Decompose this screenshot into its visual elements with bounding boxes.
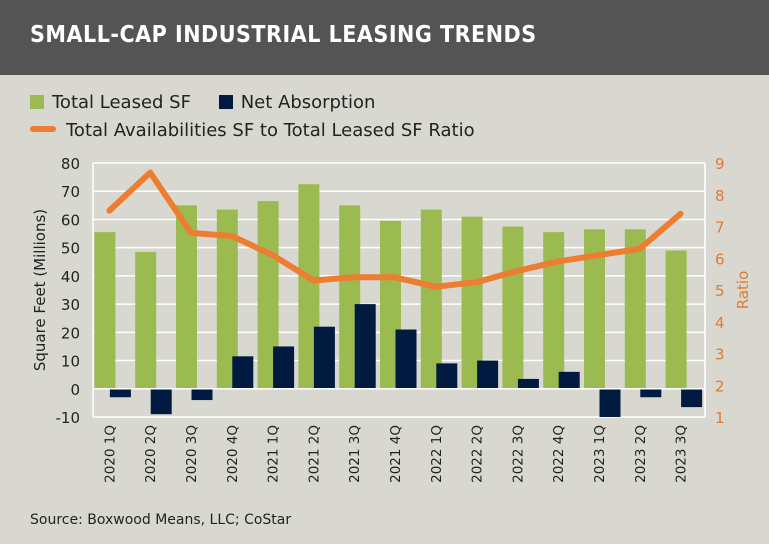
y-tick-label: 0 <box>70 381 80 399</box>
bar-net-absorption <box>558 371 580 389</box>
x-tick-label: 2023 3Q <box>674 425 690 483</box>
title-bar: SMALL-CAP INDUSTRIAL LEASING TRENDS <box>0 0 769 75</box>
y2-tick-label: 6 <box>715 250 725 268</box>
bar-total-leased <box>543 232 565 389</box>
y2-axis-label: Ratio <box>734 271 752 310</box>
y2-tick-label: 9 <box>715 155 725 173</box>
x-tick-label: 2020 1Q <box>102 425 118 483</box>
y-tick-label: 70 <box>61 183 80 201</box>
bar-net-absorption <box>232 356 254 389</box>
source-note: Source: Boxwood Means, LLC; CoStar <box>30 512 292 528</box>
x-tick-label: 2021 4Q <box>388 425 404 483</box>
bar-net-absorption <box>640 388 662 398</box>
bar-total-leased <box>461 216 483 389</box>
legend-swatch-leased <box>30 95 44 109</box>
bar-net-absorption <box>517 378 539 389</box>
bar-total-leased <box>584 229 605 389</box>
x-tick-label: 2022 4Q <box>551 425 567 483</box>
x-tick-label: 2023 2Q <box>633 425 649 483</box>
bar-net-absorption <box>354 304 376 389</box>
x-tick-label: 2020 2Q <box>143 425 159 483</box>
line-ratio <box>106 169 684 290</box>
y-tick-label: -10 <box>56 409 81 427</box>
y2-tick-label: 4 <box>715 314 725 332</box>
legend-absorption: Net Absorption <box>240 92 376 113</box>
bar-net-absorption <box>395 329 417 389</box>
y2-tick-label: 3 <box>715 346 725 364</box>
x-tick-label: 2023 1Q <box>592 425 608 483</box>
bar-total-leased <box>216 209 238 389</box>
y-tick-label: 60 <box>61 211 80 229</box>
bar-net-absorption <box>313 326 335 389</box>
legend-swatch-absorption <box>218 95 233 109</box>
bar-net-absorption <box>436 363 458 389</box>
y-tick-label: 10 <box>61 353 80 371</box>
bar-total-leased <box>135 251 157 389</box>
y2-tick-label: 8 <box>715 187 725 205</box>
x-tick-label: 2022 1Q <box>429 425 445 483</box>
bar-total-leased <box>176 205 197 389</box>
y-tick-label: 40 <box>61 268 80 286</box>
bar-total-leased <box>420 209 442 389</box>
x-tick-label: 2020 3Q <box>184 425 200 483</box>
bar-net-absorption <box>273 346 295 389</box>
chart-title: SMALL-CAP INDUSTRIAL LEASING TRENDS <box>30 22 537 48</box>
x-tick-label: 2021 3Q <box>347 425 363 483</box>
y-axis-label: Square Feet (Millions) <box>31 209 49 371</box>
bar-total-leased <box>665 250 687 389</box>
legend-row-1: Total Leased SF Net Absorption <box>30 92 375 113</box>
y-tick-label: 50 <box>61 240 80 258</box>
legend-leased: Total Leased SF <box>52 92 191 113</box>
bar-net-absorption <box>681 388 703 408</box>
y2-tick-label: 5 <box>715 282 725 300</box>
y-tick-label: 30 <box>61 296 80 314</box>
bar-total-leased <box>624 229 646 389</box>
bar-total-leased <box>94 232 116 389</box>
legend-row-2: Total Availabilities SF to Total Leased … <box>30 120 475 141</box>
y-tick-label: 80 <box>61 155 80 173</box>
bar-net-absorption <box>150 388 172 415</box>
bar-net-absorption <box>191 388 213 401</box>
x-tick-label: 2020 4Q <box>225 425 241 483</box>
bar-net-absorption <box>477 360 499 389</box>
x-tick-label: 2022 2Q <box>470 425 486 483</box>
bar-net-absorption <box>599 388 621 417</box>
bar-net-absorption <box>109 388 131 398</box>
legend-swatch-ratio <box>30 126 56 132</box>
y2-tick-label: 1 <box>715 409 725 427</box>
y-tick-label: 20 <box>61 324 80 342</box>
bar-total-leased <box>502 226 524 389</box>
y2-tick-label: 2 <box>715 377 725 395</box>
x-tick-label: 2021 1Q <box>266 425 282 483</box>
x-tick-label: 2021 2Q <box>306 425 322 483</box>
y2-tick-label: 7 <box>715 219 725 237</box>
legend-ratio: Total Availabilities SF to Total Leased … <box>66 120 475 141</box>
x-tick-label: 2022 3Q <box>510 425 526 483</box>
